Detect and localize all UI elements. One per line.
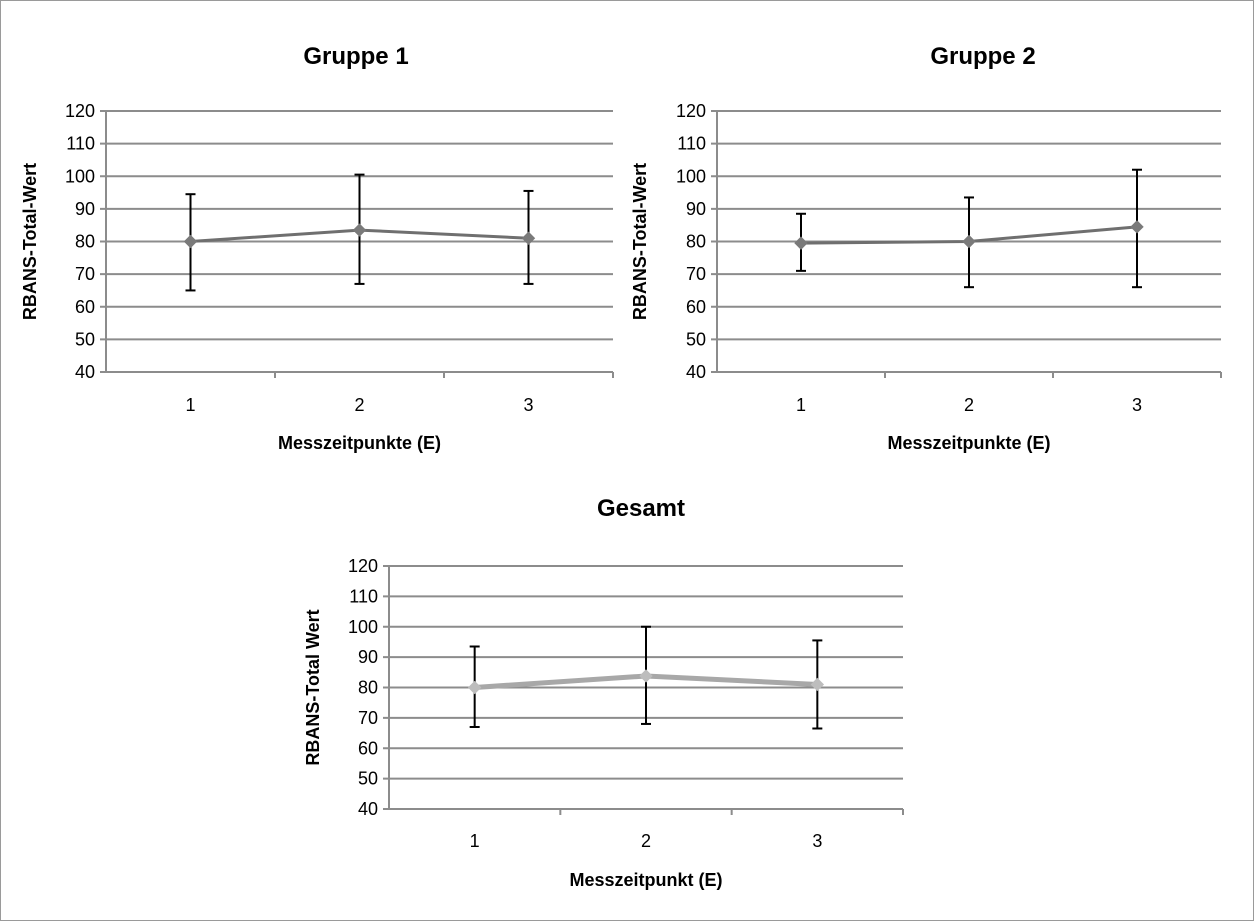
- data-point: [183, 234, 198, 249]
- chart-panel-1: Gruppe 1 40 50 60 70 80 90 100 110 120 1 2 3 Messzeit…: [20, 43, 614, 453]
- y-tick-label: 60: [686, 297, 706, 317]
- y-tick-label: 70: [686, 264, 706, 284]
- y-tick-label: 120: [65, 101, 95, 121]
- y-tick-label: 90: [358, 647, 378, 667]
- chart-panel-3: Gesamt 40 50 60 70 80 90 100 110 120 1 2 3 Messzeitpu…: [303, 495, 904, 890]
- y-tick-label: 100: [676, 166, 706, 186]
- chart-title: Gruppe 1: [303, 43, 408, 70]
- y-tick-label: 120: [348, 556, 378, 576]
- y-tick-label: 60: [75, 297, 95, 317]
- data-point: [962, 234, 976, 249]
- x-tick-label: 2: [641, 831, 651, 851]
- y-tick-label: 110: [349, 586, 378, 606]
- y-tick-label: 50: [75, 329, 95, 349]
- data-point: [810, 677, 825, 692]
- data-point: [639, 669, 653, 683]
- y-tick-label: 110: [66, 134, 95, 154]
- y-tick-label: 50: [358, 769, 378, 789]
- y-axis-label: RBANS-Total-Wert: [20, 163, 40, 320]
- data-point: [352, 223, 367, 237]
- data-point: [1130, 220, 1144, 234]
- x-tick-label: 2: [964, 395, 974, 415]
- y-tick-label: 110: [677, 134, 706, 154]
- x-tick-label: 3: [812, 831, 822, 851]
- chart-title: Gruppe 2: [930, 43, 1035, 70]
- y-tick-label: 120: [676, 101, 706, 121]
- y-tick-label: 100: [348, 617, 378, 637]
- y-tick-label: 70: [75, 264, 95, 284]
- y-tick-label: 90: [686, 199, 706, 219]
- x-tick-label: 1: [796, 395, 806, 415]
- data-point: [521, 231, 536, 245]
- y-tick-label: 40: [686, 362, 706, 382]
- x-tick-label: 1: [185, 395, 195, 415]
- y-axis-label: RBANS-Total Wert: [303, 609, 323, 765]
- y-axis-label: RBANS-Total-Wert: [630, 163, 650, 320]
- y-tick-label: 80: [75, 232, 95, 252]
- x-tick-label: 1: [470, 831, 480, 851]
- y-tick-label: 90: [75, 199, 95, 219]
- y-tick-label: 100: [65, 166, 95, 186]
- y-tick-label: 70: [358, 708, 378, 728]
- y-tick-label: 40: [358, 799, 378, 819]
- y-tick-label: 50: [686, 329, 706, 349]
- y-tick-label: 80: [686, 232, 706, 252]
- data-point: [467, 680, 482, 695]
- x-axis-label: Messzeitpunkte (E): [278, 433, 441, 453]
- x-axis-label: Messzeitpunkte (E): [887, 433, 1050, 453]
- data-point: [794, 236, 808, 250]
- x-tick-label: 3: [523, 395, 533, 415]
- x-tick-label: 3: [1132, 395, 1142, 415]
- y-tick-label: 80: [358, 678, 378, 698]
- chart-title: Gesamt: [597, 495, 685, 522]
- y-tick-label: 40: [75, 362, 95, 382]
- x-tick-label: 2: [354, 395, 364, 415]
- y-tick-label: 60: [358, 738, 378, 758]
- x-axis-label: Messzeitpunkt (E): [569, 870, 722, 890]
- chart-panel-2: Gruppe 2 40 50 60 70 80 90 100 110 120 1 2 3 Messzeit…: [630, 43, 1222, 453]
